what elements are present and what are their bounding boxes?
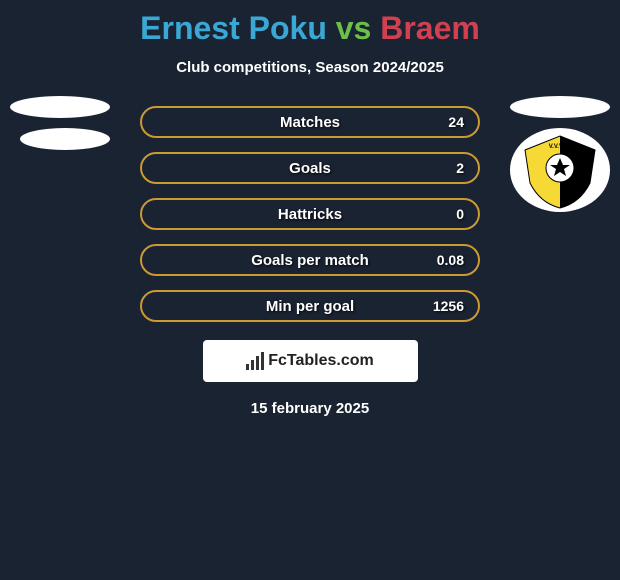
stat-bars: Matches 24 Goals 2 Hattricks 0 Goals per match… xyxy=(140,106,480,322)
stat-label: Min per goal xyxy=(266,298,354,315)
svg-text:V.V.VEN: V.V.VEN xyxy=(549,144,572,150)
stat-value: 24 xyxy=(448,114,464,130)
stat-value: 2 xyxy=(456,160,464,176)
stat-row: Min per goal 1256 xyxy=(140,290,480,322)
bar-chart-icon xyxy=(246,352,264,370)
player2-name: Braem xyxy=(380,10,480,46)
stat-row: Goals 2 xyxy=(140,152,480,184)
stat-label: Hattricks xyxy=(278,206,342,223)
stat-label: Goals xyxy=(289,160,331,177)
stats-area: V.V.VEN Matches 24 Goals 2 Hattricks 0 Goals p… xyxy=(0,106,620,322)
stat-row: Hattricks 0 xyxy=(140,198,480,230)
page-title: Ernest Poku vs Braem xyxy=(0,10,620,47)
stat-value: 0.08 xyxy=(437,252,464,268)
stat-value: 1256 xyxy=(433,298,464,314)
left-badge-1 xyxy=(10,96,110,118)
subtitle: Club competitions, Season 2024/2025 xyxy=(0,59,620,76)
stat-row: Matches 24 xyxy=(140,106,480,138)
comparison-card: Ernest Poku vs Braem Club competitions, … xyxy=(0,0,620,417)
stat-value: 0 xyxy=(456,206,464,222)
date-text: 15 february 2025 xyxy=(0,400,620,417)
stat-label: Matches xyxy=(280,114,340,131)
left-badge-2 xyxy=(20,128,110,150)
right-badge-1 xyxy=(510,96,610,118)
brand-name: FcTables.com xyxy=(268,352,374,370)
right-team-badges: V.V.VEN xyxy=(510,96,610,213)
stat-row: Goals per match 0.08 xyxy=(140,244,480,276)
vs-separator: vs xyxy=(336,10,372,46)
player1-name: Ernest Poku xyxy=(140,10,327,46)
left-team-badges xyxy=(10,96,110,160)
club-crest-icon: V.V.VEN xyxy=(510,128,610,213)
stat-label: Goals per match xyxy=(251,252,369,269)
brand-logo[interactable]: FcTables.com xyxy=(203,340,418,382)
